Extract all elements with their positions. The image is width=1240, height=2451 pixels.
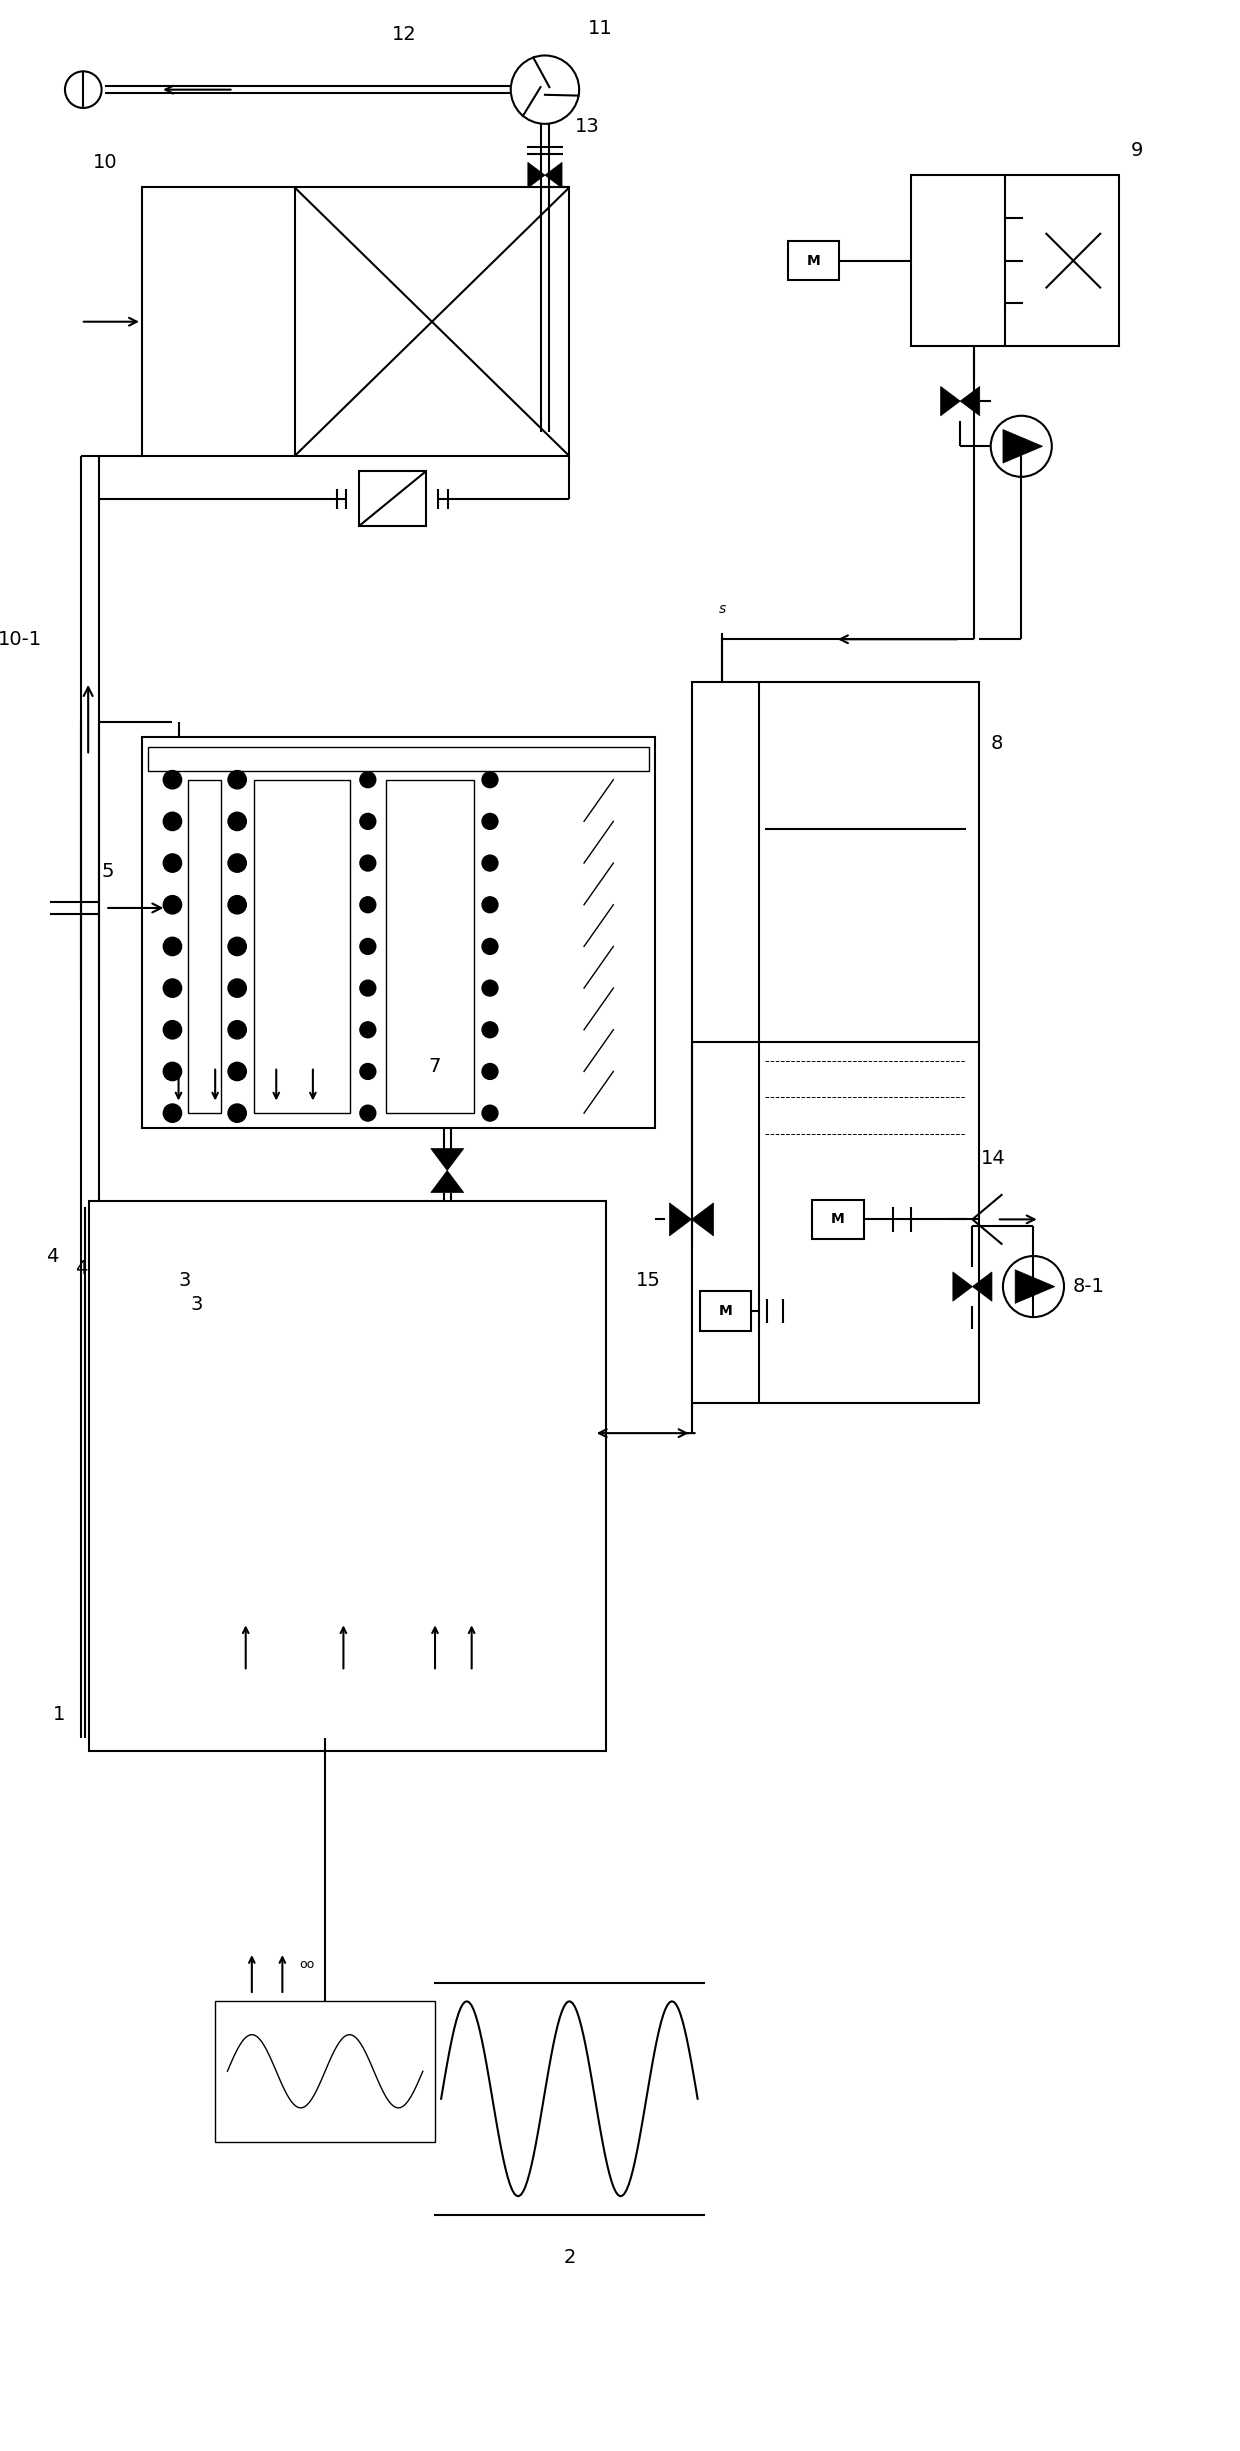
- Bar: [787, 240, 839, 279]
- Bar: [812, 1201, 864, 1238]
- Circle shape: [360, 772, 376, 787]
- Circle shape: [482, 939, 498, 953]
- Text: 10-1: 10-1: [0, 630, 42, 650]
- Circle shape: [228, 811, 247, 831]
- Text: 2: 2: [563, 2248, 575, 2267]
- Text: M: M: [831, 1213, 844, 1226]
- Circle shape: [360, 855, 376, 870]
- Text: 13: 13: [575, 118, 600, 135]
- Circle shape: [164, 853, 181, 873]
- Circle shape: [360, 1022, 376, 1037]
- Polygon shape: [1003, 429, 1043, 463]
- Circle shape: [228, 978, 247, 998]
- Circle shape: [360, 1064, 376, 1078]
- Polygon shape: [692, 1203, 713, 1235]
- Text: M: M: [807, 252, 821, 267]
- Circle shape: [360, 939, 376, 953]
- Circle shape: [482, 1105, 498, 1120]
- Text: 8-1: 8-1: [1073, 1277, 1105, 1297]
- Circle shape: [228, 1020, 247, 1039]
- Text: s: s: [718, 603, 725, 615]
- Bar: [216, 1569, 289, 1689]
- Text: 1: 1: [52, 1703, 64, 1723]
- Circle shape: [228, 936, 247, 956]
- Circle shape: [164, 1020, 181, 1039]
- Bar: [141, 186, 569, 456]
- Text: 15: 15: [636, 1272, 661, 1289]
- Text: 14: 14: [981, 1150, 1006, 1167]
- Text: 4: 4: [74, 1260, 87, 1277]
- Text: 12: 12: [392, 25, 417, 44]
- Circle shape: [228, 853, 247, 873]
- Text: 9: 9: [1131, 142, 1143, 159]
- Circle shape: [360, 1105, 376, 1120]
- Text: 3: 3: [179, 1272, 191, 1289]
- Circle shape: [482, 855, 498, 870]
- Circle shape: [164, 936, 181, 956]
- Polygon shape: [528, 162, 544, 189]
- Bar: [358, 471, 425, 527]
- Text: 3: 3: [191, 1297, 203, 1314]
- Circle shape: [164, 978, 181, 998]
- Bar: [386, 779, 474, 1113]
- Circle shape: [482, 772, 498, 787]
- Bar: [701, 1292, 751, 1331]
- Bar: [911, 174, 1118, 346]
- Text: M: M: [719, 1304, 733, 1319]
- Bar: [254, 779, 350, 1113]
- Bar: [188, 779, 221, 1113]
- Circle shape: [360, 897, 376, 912]
- Circle shape: [228, 1103, 247, 1123]
- Text: 11: 11: [588, 20, 613, 39]
- Bar: [141, 738, 655, 1127]
- Polygon shape: [972, 1272, 992, 1301]
- Polygon shape: [544, 162, 562, 189]
- Bar: [89, 1201, 606, 1750]
- Circle shape: [482, 1064, 498, 1078]
- Polygon shape: [952, 1272, 972, 1301]
- Circle shape: [228, 895, 247, 914]
- Text: 10: 10: [93, 154, 118, 172]
- Text: 5: 5: [102, 863, 114, 880]
- Text: 8: 8: [991, 733, 1003, 752]
- Circle shape: [360, 980, 376, 995]
- Bar: [692, 681, 978, 1402]
- Circle shape: [228, 770, 247, 789]
- Circle shape: [482, 897, 498, 912]
- Circle shape: [482, 814, 498, 828]
- Circle shape: [164, 811, 181, 831]
- Circle shape: [228, 1061, 247, 1081]
- Circle shape: [164, 1103, 181, 1123]
- Circle shape: [164, 1061, 181, 1081]
- Text: 4: 4: [47, 1248, 60, 1265]
- Circle shape: [164, 770, 181, 789]
- Bar: [124, 1208, 594, 1738]
- Polygon shape: [430, 1150, 464, 1172]
- Text: 7: 7: [429, 1056, 441, 1076]
- Bar: [216, 2000, 435, 2142]
- Circle shape: [360, 814, 376, 828]
- Polygon shape: [941, 387, 960, 417]
- Bar: [148, 748, 649, 772]
- Circle shape: [164, 895, 181, 914]
- Polygon shape: [430, 1172, 464, 1194]
- Polygon shape: [1016, 1270, 1055, 1304]
- Polygon shape: [960, 387, 980, 417]
- Circle shape: [482, 1022, 498, 1037]
- Polygon shape: [670, 1203, 692, 1235]
- Circle shape: [482, 980, 498, 995]
- Text: oo: oo: [299, 1958, 315, 1971]
- Bar: [312, 1569, 386, 1689]
